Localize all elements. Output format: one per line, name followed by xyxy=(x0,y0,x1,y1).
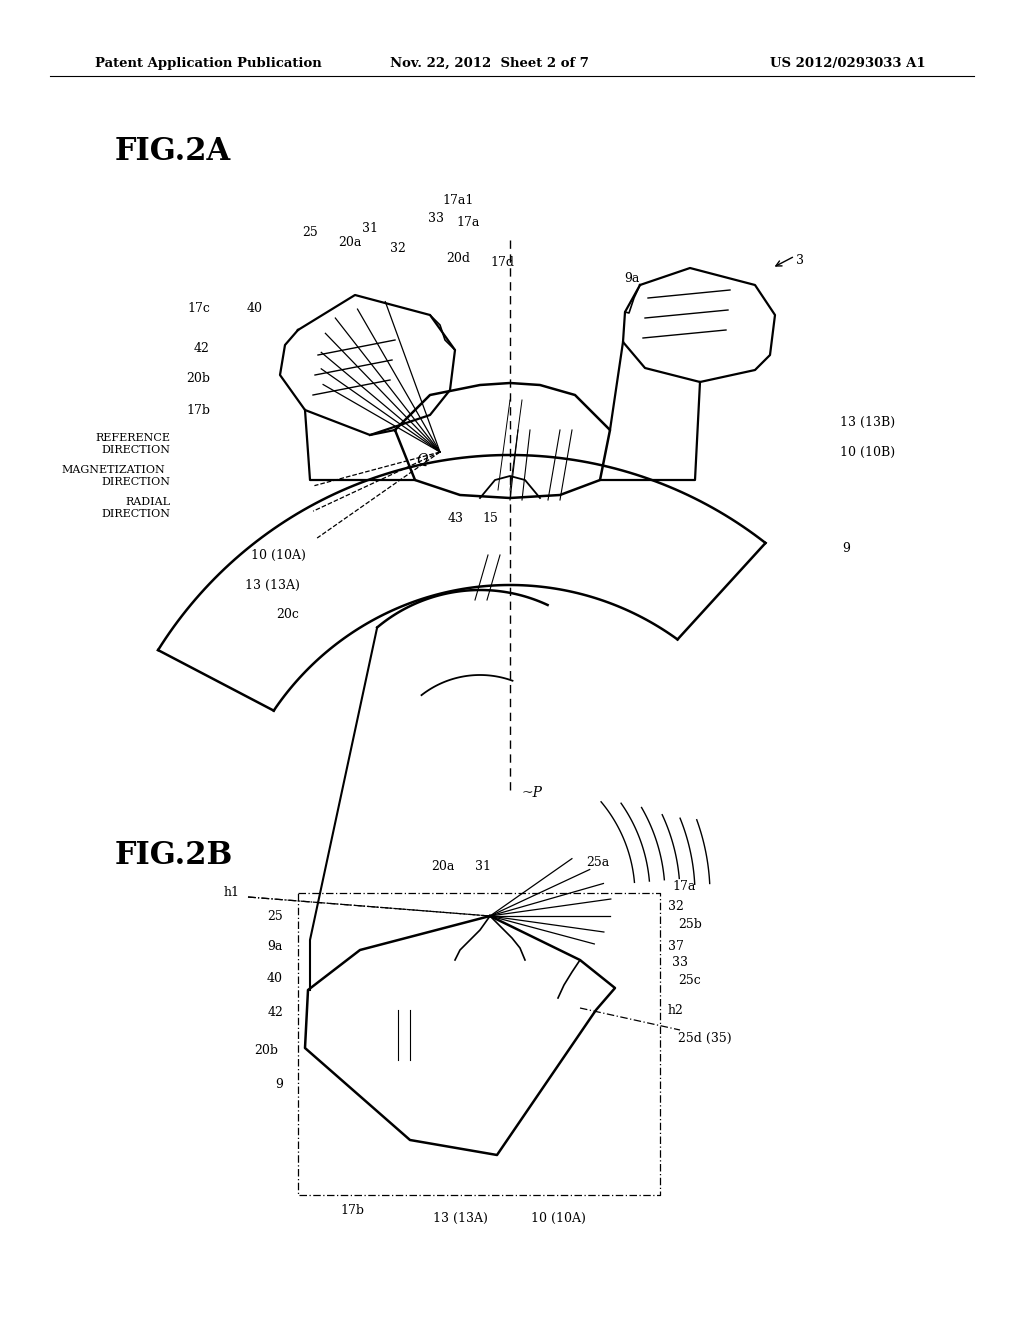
Text: 17d: 17d xyxy=(490,256,514,269)
Text: 32: 32 xyxy=(390,242,406,255)
Text: 25: 25 xyxy=(302,226,317,239)
Text: 10 (10A): 10 (10A) xyxy=(251,549,305,561)
Text: 20b: 20b xyxy=(254,1044,278,1056)
Text: 9a: 9a xyxy=(267,940,283,953)
Text: 40: 40 xyxy=(267,972,283,985)
Text: 20a: 20a xyxy=(338,235,361,248)
Text: 32: 32 xyxy=(668,899,684,912)
Text: 33: 33 xyxy=(672,957,688,969)
Text: DIRECTION: DIRECTION xyxy=(101,510,170,519)
Text: DIRECTION: DIRECTION xyxy=(101,477,170,487)
Text: Patent Application Publication: Patent Application Publication xyxy=(95,57,322,70)
Text: 3: 3 xyxy=(796,253,804,267)
Text: 40: 40 xyxy=(247,301,263,314)
Text: 17a: 17a xyxy=(457,215,479,228)
Text: 15: 15 xyxy=(482,511,498,524)
Text: 31: 31 xyxy=(362,222,378,235)
Text: MAGNETIZATION: MAGNETIZATION xyxy=(61,465,165,475)
Text: 9a: 9a xyxy=(625,272,640,285)
Text: 20b: 20b xyxy=(186,371,210,384)
Text: RADIAL: RADIAL xyxy=(125,498,170,507)
Text: 9: 9 xyxy=(842,541,850,554)
Text: 25b: 25b xyxy=(678,919,701,932)
Text: 25c: 25c xyxy=(678,974,700,986)
Text: 37: 37 xyxy=(668,940,684,953)
Text: 17a1: 17a1 xyxy=(442,194,474,206)
Text: 13 (13A): 13 (13A) xyxy=(245,578,299,591)
Text: 10 (10B): 10 (10B) xyxy=(840,446,895,458)
Text: 17b: 17b xyxy=(340,1204,364,1217)
Text: REFERENCE: REFERENCE xyxy=(95,433,170,444)
Text: 13 (13B): 13 (13B) xyxy=(840,416,895,429)
Text: 13 (13A): 13 (13A) xyxy=(432,1212,487,1225)
Text: FIG.2A: FIG.2A xyxy=(115,136,231,168)
Text: Nov. 22, 2012  Sheet 2 of 7: Nov. 22, 2012 Sheet 2 of 7 xyxy=(390,57,589,70)
Text: 31: 31 xyxy=(475,859,490,873)
Text: 10 (10A): 10 (10A) xyxy=(530,1212,586,1225)
Text: h2: h2 xyxy=(668,1003,684,1016)
Text: 42: 42 xyxy=(195,342,210,355)
Text: US 2012/0293033 A1: US 2012/0293033 A1 xyxy=(770,57,926,70)
Text: 9: 9 xyxy=(275,1078,283,1092)
Text: 43: 43 xyxy=(449,511,464,524)
Text: 42: 42 xyxy=(267,1006,283,1019)
Text: 25: 25 xyxy=(267,909,283,923)
Text: DIRECTION: DIRECTION xyxy=(101,445,170,455)
Text: 20d: 20d xyxy=(446,252,470,264)
Text: FIG.2B: FIG.2B xyxy=(115,840,233,870)
Text: h1: h1 xyxy=(224,886,240,899)
Text: 25a: 25a xyxy=(587,855,609,869)
Text: 17b: 17b xyxy=(186,404,210,417)
Text: 17a: 17a xyxy=(672,879,695,892)
Text: 20a: 20a xyxy=(431,859,455,873)
Text: 33: 33 xyxy=(428,211,444,224)
Text: 20c: 20c xyxy=(276,609,299,622)
Text: 17c: 17c xyxy=(187,301,210,314)
Text: 25d (35): 25d (35) xyxy=(678,1031,731,1044)
Text: ~P: ~P xyxy=(522,785,543,800)
Text: Q: Q xyxy=(417,453,428,467)
